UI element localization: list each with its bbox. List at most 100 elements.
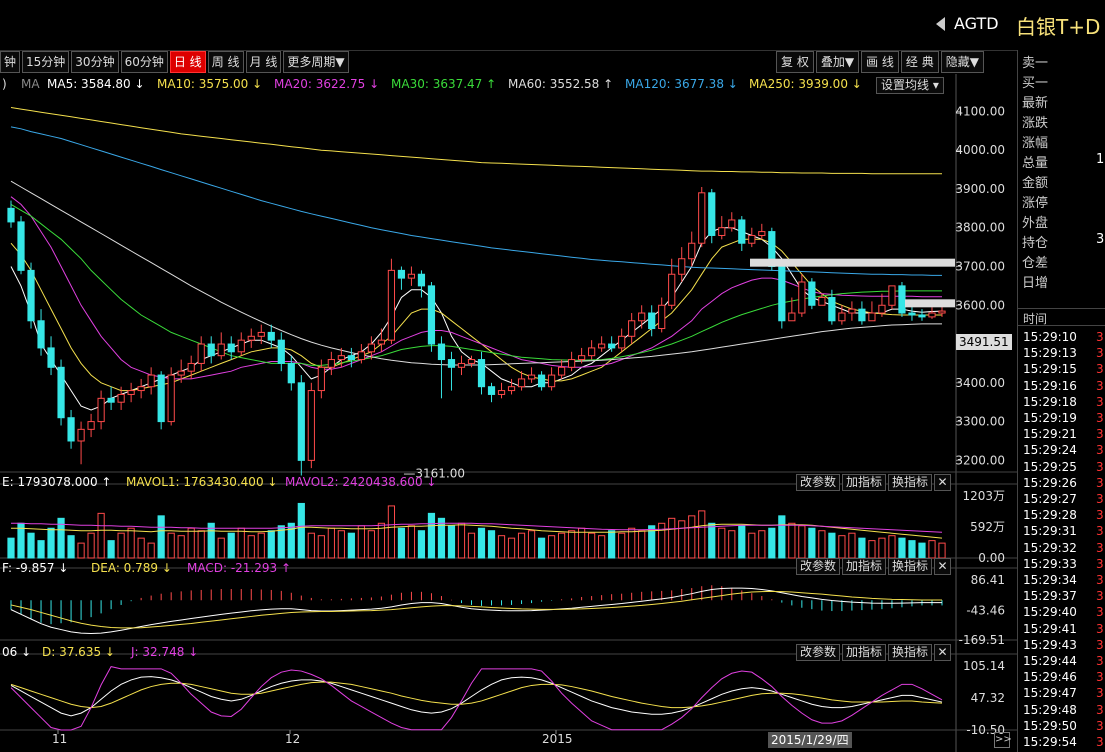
candle-body xyxy=(97,397,105,423)
tool-tab-1[interactable]: 叠加▼ xyxy=(815,51,860,73)
period-tab-3[interactable]: 60分钟 xyxy=(120,51,168,73)
period-tab-1[interactable]: 15分钟 xyxy=(22,51,70,73)
tick-price: 3 xyxy=(1096,330,1104,344)
price-tick-label: 4100.00 xyxy=(955,104,1005,118)
indicator-btn-1[interactable]: 加指标 xyxy=(842,644,887,661)
tick-time: 15:29:10 xyxy=(1023,330,1077,344)
tick-time: 15:29:27 xyxy=(1023,492,1077,506)
macd-legend-0: F: -9.857 ↓ xyxy=(2,561,68,575)
tick-price: 3 xyxy=(1096,637,1104,652)
candle-body xyxy=(688,242,696,260)
indicator-btn-2[interactable]: 换指标 xyxy=(888,644,933,661)
tick-price: 3 xyxy=(1096,411,1104,425)
volume-bar xyxy=(447,525,456,559)
indicator-btn-1[interactable]: 加指标 xyxy=(842,474,887,491)
tick-time: 15:29:47 xyxy=(1023,686,1077,701)
ma-line-ma20 xyxy=(10,196,942,380)
volume-bar xyxy=(698,510,706,559)
indicator-btn-1[interactable]: 加指标 xyxy=(842,558,887,575)
candle-body xyxy=(337,355,345,361)
period-tab-0[interactable]: 钟 xyxy=(0,51,21,73)
volume-bar xyxy=(758,530,766,559)
indicator-btn-0[interactable]: 改参数 xyxy=(796,474,841,491)
indicator-btn-2[interactable]: 换指标 xyxy=(888,558,933,575)
candle-body xyxy=(107,397,115,403)
close-indicator-icon[interactable]: ✕ xyxy=(934,558,952,575)
macd-tick-label: -169.51 xyxy=(959,633,1005,647)
candle-body xyxy=(367,343,375,353)
tick-time: 15:29:25 xyxy=(1023,459,1077,474)
kdj-tick-label: 105.14 xyxy=(963,659,1005,673)
tool-tab-3[interactable]: 经 典 xyxy=(900,51,939,73)
candle-body xyxy=(117,393,125,403)
top-bar xyxy=(0,0,1105,51)
tool-tab-4[interactable]: 隐藏▼ xyxy=(940,51,984,73)
period-tab-7[interactable]: 更多周期▼ xyxy=(283,51,349,73)
candle-body xyxy=(127,390,135,395)
volume-bar xyxy=(658,522,666,559)
tick-time: 15:29:44 xyxy=(1023,654,1077,668)
ma-settings-button[interactable]: 设置均线 ▾ xyxy=(876,77,944,94)
candle-body xyxy=(708,192,716,236)
volume-bar xyxy=(257,532,265,559)
volume-bar xyxy=(878,537,886,559)
ma-line-ma120 xyxy=(10,126,942,276)
candle-body xyxy=(197,343,205,364)
volume-bar xyxy=(487,530,496,559)
candle-body xyxy=(47,347,55,368)
candle-body xyxy=(718,227,726,236)
candle-body xyxy=(908,312,916,316)
period-tabs: 钟 15分钟 30分钟 60分钟日 线周 线月 线更多周期▼ xyxy=(0,51,351,73)
d-line xyxy=(10,681,943,709)
volume-bar xyxy=(888,535,896,559)
indicator-btn-0[interactable]: 改参数 xyxy=(796,558,841,575)
volume-bar xyxy=(778,515,786,559)
candle-body xyxy=(497,390,506,395)
volume-bar xyxy=(187,527,195,559)
candle-body xyxy=(918,314,926,318)
tool-tab-2[interactable]: 画 线 xyxy=(861,51,899,73)
indicator-btn-0[interactable]: 改参数 xyxy=(796,644,841,661)
tick-price: 3 xyxy=(1096,670,1104,685)
current-price-label: 3491.51 xyxy=(956,334,1012,350)
tick-price: 3 xyxy=(1096,524,1104,539)
candle-body xyxy=(37,320,45,349)
indicator-btn-2[interactable]: 换指标 xyxy=(888,474,933,491)
tick-time: 15:29:15 xyxy=(1023,362,1077,377)
volume-bar xyxy=(748,532,756,559)
scroll-right-button[interactable]: >> xyxy=(994,732,1012,748)
period-tab-2[interactable]: 30分钟 xyxy=(71,51,119,73)
volume-bar xyxy=(788,522,796,559)
tick-time: 15:29:28 xyxy=(1023,508,1077,523)
volume-bar xyxy=(167,532,175,559)
quote-row-label: 金额 xyxy=(1022,176,1049,191)
volume-bar xyxy=(618,532,626,559)
volume-bar xyxy=(898,537,906,559)
tick-price: 3 xyxy=(1096,686,1104,701)
volume-bar xyxy=(127,527,135,559)
kline-chart[interactable]: 4100.00 4000.00 3900.00 3800.00 3700.00 3600.… xyxy=(0,74,1017,752)
tool-tab-0[interactable]: 复 权 xyxy=(776,51,814,73)
tick-price: 3 xyxy=(1096,362,1104,377)
ma-line-ma10 xyxy=(10,238,942,392)
volume-bar xyxy=(507,537,516,559)
candle-body xyxy=(888,285,896,306)
volume-bar xyxy=(47,527,55,559)
volume-bar xyxy=(87,532,95,559)
volume-bar xyxy=(227,532,235,559)
quote-row-value: 1 xyxy=(1096,152,1105,167)
volume-bar xyxy=(908,540,916,559)
period-tab-5[interactable]: 周 线 xyxy=(207,51,244,73)
macd-legend-2: MACD: -21.293 ↑ xyxy=(187,561,291,575)
close-indicator-icon[interactable]: ✕ xyxy=(934,474,952,491)
back-arrow-icon[interactable] xyxy=(936,17,945,31)
j-line xyxy=(10,666,943,731)
period-tab-4[interactable]: 日 线 xyxy=(169,51,206,73)
tick-time: 15:29:54 xyxy=(1023,735,1077,749)
period-tab-6[interactable]: 月 线 xyxy=(245,51,282,73)
candle-body xyxy=(838,312,846,322)
tick-price: 3 xyxy=(1096,654,1104,668)
volume-bar xyxy=(367,530,375,559)
close-indicator-icon[interactable]: ✕ xyxy=(934,644,952,661)
candle-body xyxy=(658,304,666,330)
